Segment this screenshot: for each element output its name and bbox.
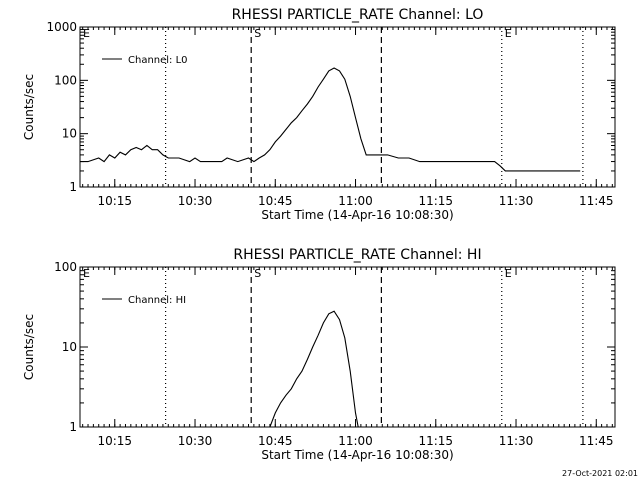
x-tick-label: 11:45	[579, 194, 614, 208]
x-axis-label: Start Time (14-Apr-16 10:08:30)	[261, 208, 453, 222]
x-axis-label: Start Time (14-Apr-16 10:08:30)	[261, 448, 453, 462]
series-line	[80, 67, 581, 172]
x-tick-label: 10:30	[178, 434, 213, 448]
series-line	[269, 310, 359, 427]
x-tick-label: 11:30	[499, 434, 534, 448]
y-axis-label: Counts/sec	[22, 314, 36, 380]
event-marker-label: S	[254, 27, 261, 40]
x-tick-label: 11:15	[418, 434, 453, 448]
x-tick-label: 11:00	[338, 194, 373, 208]
x-tick-label: 11:00	[338, 434, 373, 448]
y-tick-label: 1	[69, 180, 77, 194]
x-tick-label: 11:45	[579, 434, 614, 448]
x-tick-label: 10:45	[258, 194, 293, 208]
x-tick-label: 10:15	[97, 194, 132, 208]
plot-frame	[79, 26, 616, 188]
event-marker-label: E	[83, 27, 90, 40]
y-tick-label: 100	[54, 260, 77, 274]
y-tick-label: 100	[54, 73, 77, 87]
x-tick-label: 10:45	[258, 434, 293, 448]
event-marker-label: E	[505, 267, 512, 280]
event-marker-label: E	[83, 267, 90, 280]
generation-timestamp: 27-Oct-2021 02:01	[562, 469, 638, 478]
x-tick-label: 10:15	[97, 434, 132, 448]
legend-entry: Channel: L0	[128, 55, 188, 66]
chart-title: RHESSI PARTICLE_RATE Channel: HI	[233, 247, 481, 263]
x-tick-label: 10:30	[178, 194, 213, 208]
plot-frame	[79, 266, 616, 428]
y-axis-label: Counts/sec	[22, 74, 36, 140]
y-tick-label: 10	[62, 340, 77, 354]
chart-title: RHESSI PARTICLE_RATE Channel: LO	[232, 7, 484, 23]
x-tick-label: 11:30	[499, 194, 534, 208]
legend-entry: Channel: HI	[128, 295, 186, 306]
event-marker-label: E	[505, 27, 512, 40]
y-tick-label: 1	[69, 420, 77, 434]
y-tick-label: 1000	[46, 20, 77, 34]
x-tick-label: 11:15	[418, 194, 453, 208]
y-tick-label: 10	[62, 127, 77, 141]
event-marker-label: S	[254, 267, 261, 280]
